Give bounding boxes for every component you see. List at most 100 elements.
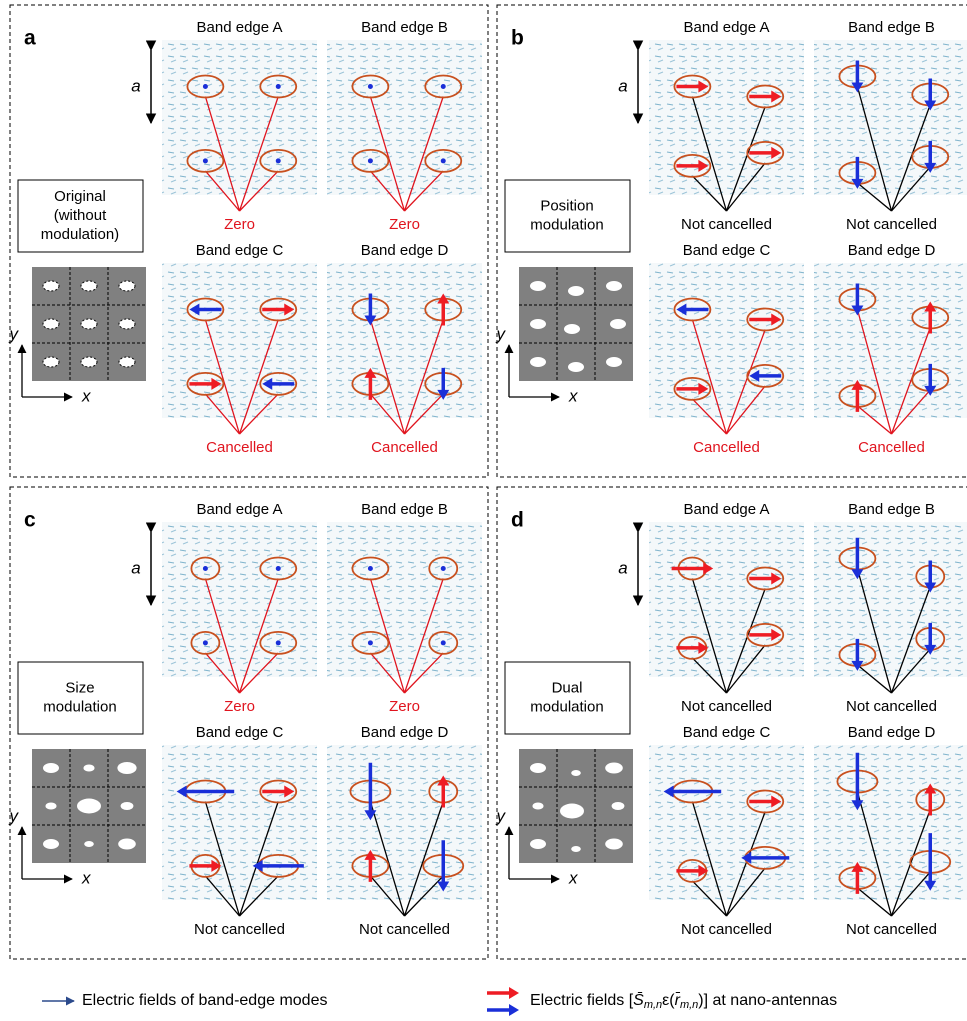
antenna [43,839,59,849]
antenna-ring [673,376,712,401]
arrow-shape [663,785,722,798]
zero-dot [202,640,208,646]
field-arrow [487,987,519,999]
arrow-shape [189,859,222,872]
field-arrow [676,864,709,877]
antenna [42,280,60,292]
arrow-shape [741,851,790,864]
sum-line [691,801,728,917]
sum-line [890,327,931,435]
zero-dot [275,84,281,89]
antenna [606,281,622,291]
arrow-shape [252,859,304,872]
sum-line [369,875,405,917]
sum-line [856,664,892,694]
mode-title: Band edge C [683,242,771,259]
sum-line [238,578,279,694]
mode-result: Zero [224,698,255,715]
field-map [162,522,317,677]
sum-line [691,657,727,694]
field-arrow [437,775,450,808]
arrow-shape [749,628,782,641]
antenna [118,318,136,330]
arrow-shape [364,367,377,400]
arrow-shape [851,752,864,811]
sum-line [238,801,279,917]
antenna [606,357,622,367]
antenna-ring [746,622,785,647]
zero-dot [440,640,446,646]
antenna [118,356,136,368]
antenna [564,324,580,334]
arrow-shape [262,303,295,316]
legend-text-part: m,n [644,999,662,1011]
sum-line [725,811,766,917]
sum-line [856,86,893,212]
y-axis-label: y [9,324,20,343]
field-map [814,745,967,900]
arrow-shape [364,849,377,882]
field-arrow [437,293,450,326]
panel-label: c [24,509,36,532]
box-text: Size [65,679,94,696]
mode-result: Cancelled [858,439,925,456]
mode-title: Band edge C [196,724,284,741]
field-arrow [924,140,937,173]
sum-line [725,106,766,212]
field-arrow [749,572,782,585]
sum-line [204,578,241,694]
zero-dot [367,84,373,89]
antenna [83,764,95,772]
field-arrow [749,628,782,641]
field-arrow [924,301,937,334]
arrow-shape [437,840,450,892]
mode-title: Band edge B [848,501,935,518]
sum-line [204,652,240,694]
arrow-shape [487,1004,519,1016]
mode-title: Band edge C [683,724,771,741]
field-map [327,522,482,677]
legend-antenna-text: Electric fields [S̄m,nε(r̄m,n)] at nano-… [530,991,837,1010]
field-arrow [676,641,709,654]
sum-line [239,170,279,212]
mode-title: Band edge D [848,242,936,259]
sum-line [404,393,444,435]
field-arrow [437,367,450,400]
sum-line [856,568,893,694]
antenna-ring [259,371,298,396]
legend-text-part: Electric fields [ [530,992,634,1009]
lattice-label: a [618,558,627,577]
panel: d a Dual modulation y x Band edge A Not cancell… [496,486,967,960]
legend-text-part: r̄ [675,991,681,1009]
field-arrow [252,859,304,872]
mode-result: Cancelled [371,439,438,456]
antenna-ring [259,297,298,322]
field-arrow [851,861,864,894]
field-map [814,263,967,418]
antenna-ring [186,74,225,99]
antenna-ring [186,297,225,322]
sum-line [204,319,241,435]
field-map [649,745,804,900]
arrow-shape [676,303,709,316]
antenna [45,802,57,810]
antenna [80,280,98,292]
sum-line [204,875,240,917]
field-arrow [749,313,782,326]
field-arrow [851,283,864,316]
zero-dot [275,640,281,646]
antenna [568,286,584,296]
antenna-ring [186,148,225,173]
antenna [611,802,625,810]
antenna [80,356,98,368]
sum-line [691,96,728,212]
antenna [530,763,546,773]
antenna [530,319,546,329]
zero-dot [367,640,373,646]
mode-result: Cancelled [693,439,760,456]
field-map [327,40,482,195]
mode-result: Zero [389,698,420,715]
antenna-ring [746,789,785,814]
arrow-shape [851,283,864,316]
field-map [162,263,317,418]
